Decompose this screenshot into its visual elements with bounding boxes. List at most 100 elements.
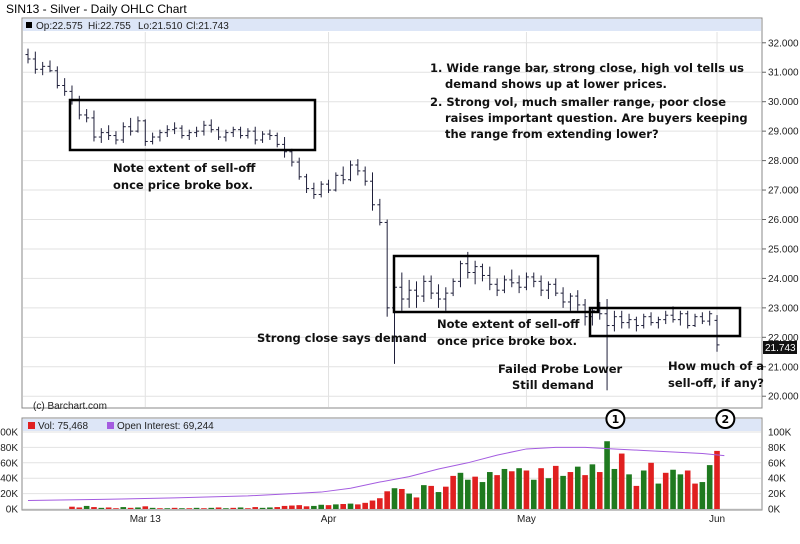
date-label: Apr (321, 514, 337, 525)
volume-bar (120, 507, 127, 509)
ohlc-bar (333, 172, 339, 192)
volume-bar (127, 507, 134, 509)
ohlc-bar (377, 198, 383, 226)
volume-bar (355, 504, 361, 509)
volume-bar (215, 507, 222, 509)
volume-tick-label-right: 60K (768, 458, 786, 469)
ohlc-bar (384, 219, 390, 317)
volume-bar (443, 486, 449, 509)
volume-bar (157, 508, 163, 509)
volume-marker: 1 (605, 409, 626, 429)
volume-bar (596, 472, 603, 509)
note-box2-line1: Note extent of sell-off (437, 317, 580, 331)
volume-bar (472, 476, 478, 509)
volume-bar (655, 483, 662, 509)
price-axis: 20.000 21.000 22.000 23.000 24.000 25.000 26.0… (762, 38, 799, 403)
volume-bar (508, 471, 515, 509)
volume-bar (230, 507, 237, 509)
ohlc-bar (626, 313, 632, 329)
volume-tick-label-right: 0K (768, 505, 781, 516)
volume-tick-label-right: 80K (768, 443, 786, 454)
ohlc-bar (428, 275, 434, 300)
ohlc-bar (135, 116, 141, 133)
volume-bar (98, 507, 105, 509)
ohlc-bar (435, 284, 441, 308)
ohlc-bar (523, 272, 529, 291)
volume-bar (274, 507, 281, 509)
price-tick-label: 31.000 (768, 68, 799, 79)
ohlc-bar (245, 128, 251, 139)
ohlc-bar (611, 310, 617, 332)
volume-bar (530, 479, 537, 509)
ohlc-bar (699, 312, 705, 325)
ohlc-bar (714, 315, 720, 352)
volume-bar (391, 488, 398, 509)
ohlc-bar (443, 287, 449, 311)
ohlc-bar (164, 125, 170, 138)
note-box1-line2: once price broke box. (113, 178, 253, 192)
annotation-line-4: raises important question. Are buyers ke… (445, 111, 748, 125)
ohlc-bar (641, 313, 647, 329)
ohlc-bar (267, 129, 273, 140)
volume-bar (164, 508, 171, 509)
vol-legend-label: Vol: 75,468 (38, 421, 88, 432)
volume-bar (413, 497, 420, 509)
ohlc-bar (179, 125, 185, 139)
volume-bar (223, 508, 229, 509)
volume-bar (567, 472, 574, 509)
volume-bar (333, 504, 339, 509)
volume-bar (604, 441, 610, 509)
volume-tick-label-left: 40K (0, 474, 18, 485)
volume-bar (362, 502, 368, 509)
volume-bar (83, 505, 90, 509)
ohlc-bar (32, 51, 38, 74)
ohlc-bar (340, 166, 346, 185)
ohlc-bar (655, 316, 661, 329)
ohlc-bar (362, 166, 368, 186)
ohlc-open: Op:22.575 (36, 21, 83, 32)
last-price-box (763, 341, 797, 354)
ohlc-bar (648, 312, 654, 326)
ohlc-bar (575, 290, 581, 311)
ohlc-bar (685, 310, 691, 329)
note-how-much-line1: How much of a (668, 359, 764, 373)
volume-bar (237, 507, 244, 509)
volume-bar (684, 470, 691, 509)
volume-bar (501, 468, 508, 509)
volume-tick-label-left: 20K (0, 489, 18, 500)
volume-bar (457, 472, 464, 509)
volume-marker: 2 (715, 409, 736, 429)
volume-bar (648, 462, 654, 509)
volume-legend-strip (23, 419, 761, 431)
volume-bar (186, 508, 193, 509)
price-tick-label: 23.000 (768, 303, 799, 314)
consolidation-box-1 (68, 98, 317, 152)
ohlc-bar (479, 263, 485, 282)
ohlc-bar (531, 272, 537, 288)
volume-bar (76, 507, 83, 509)
vol-legend-swatch (28, 422, 35, 429)
ohlc-bar (567, 293, 573, 311)
volume-bar (303, 506, 310, 509)
ohlc-legend-square (26, 22, 32, 28)
price-tick-label: 20.000 (768, 392, 799, 403)
volume-bar (494, 475, 500, 509)
ohlc-bar (106, 125, 112, 140)
volume-bar (201, 508, 207, 509)
ohlc-bar (487, 266, 493, 291)
volume-bar (135, 507, 141, 509)
volume-bar (479, 482, 486, 509)
volume-axis: 0K 0K 20K 20K 40K 40K 60K 60K 80K 80K 100K 100K (0, 428, 792, 516)
ohlc-bar (216, 126, 222, 140)
ohlc-bar (40, 61, 46, 76)
volume-bar (105, 507, 112, 509)
ohlc-bar (663, 310, 669, 325)
ohlc-bar (553, 278, 559, 297)
volume-bar (149, 507, 156, 509)
volume-bar (369, 500, 376, 509)
volume-bar (311, 505, 317, 509)
ohlc-bar (370, 172, 376, 211)
price-tick-label: 32.000 (768, 38, 799, 49)
ohlc-bar (252, 126, 258, 145)
ohlc-bar (208, 119, 214, 133)
